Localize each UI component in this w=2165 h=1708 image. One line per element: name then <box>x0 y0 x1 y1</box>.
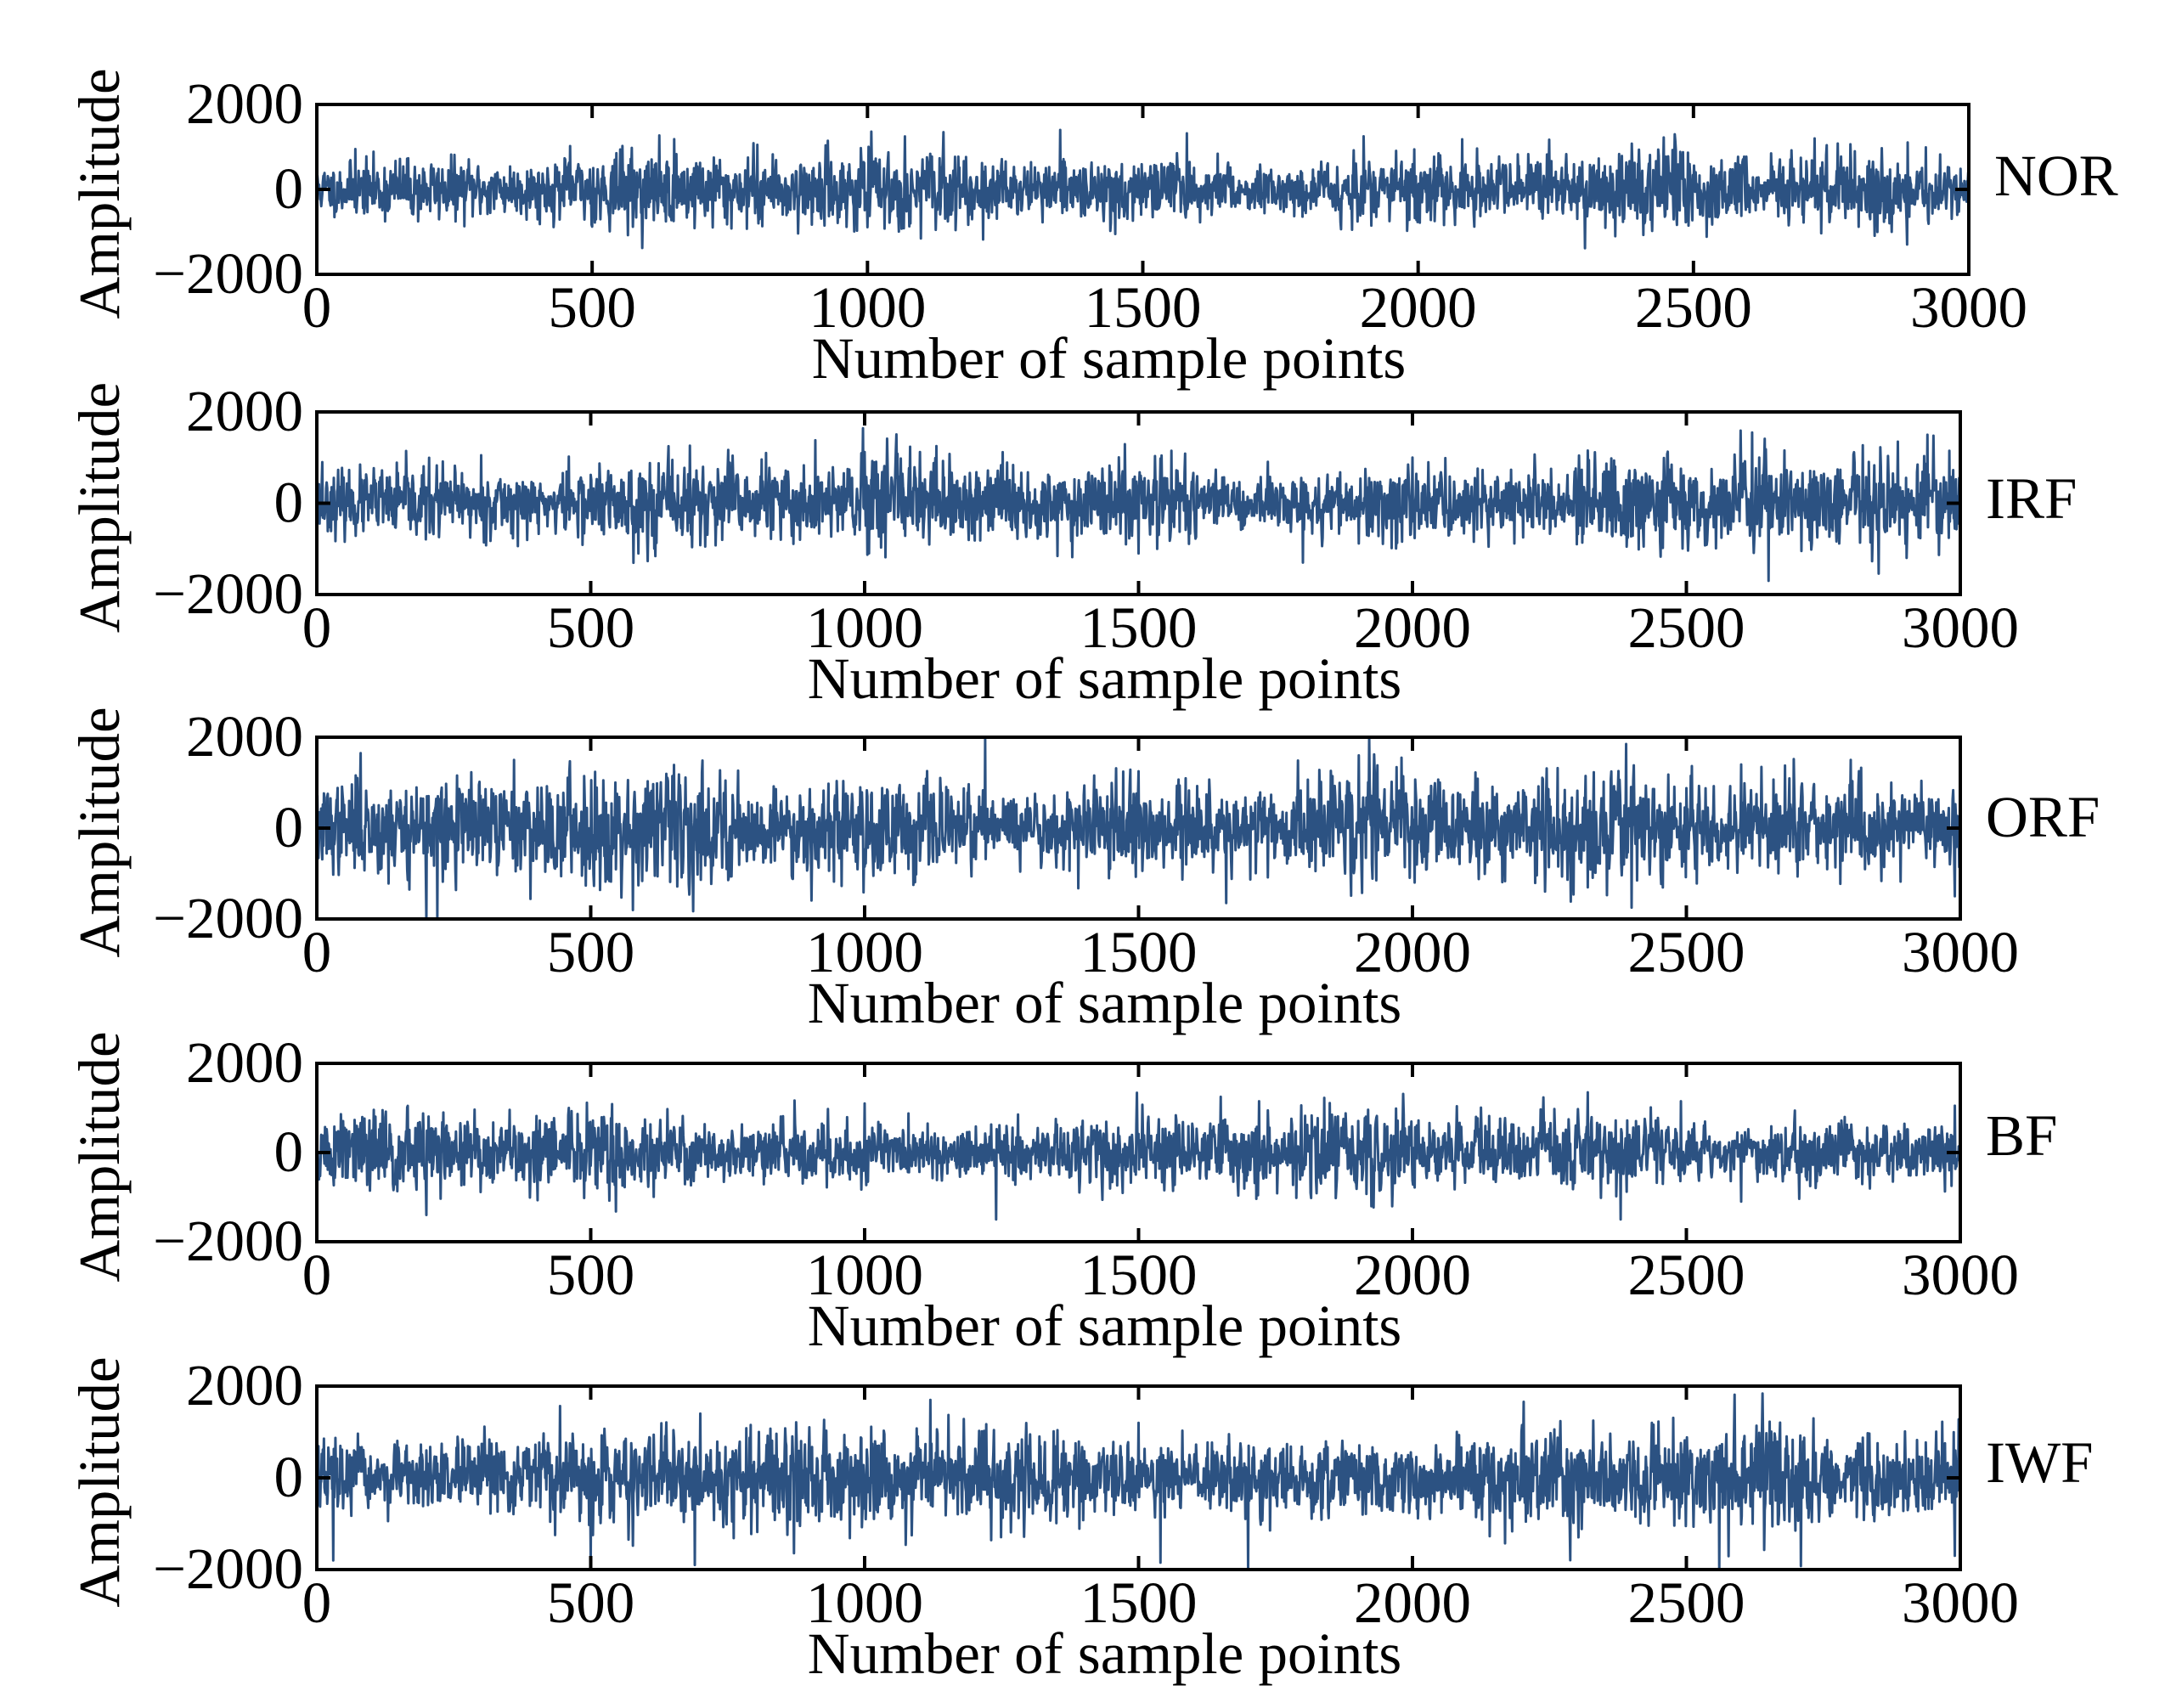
x-tick-label: 2500 <box>1628 1243 1745 1307</box>
y-tick-label: −2000 <box>153 241 303 306</box>
x-axis-label: Number of sample points <box>808 646 1401 711</box>
x-axis-label: Number of sample points <box>808 971 1401 1035</box>
x-tick-label: 500 <box>547 595 635 660</box>
y-tick-label: −2000 <box>153 1209 303 1273</box>
x-tick-label: 1500 <box>1080 1570 1198 1635</box>
y-tick-label: 0 <box>274 471 304 535</box>
series-line-nor <box>317 128 1969 250</box>
x-tick-label: 2500 <box>1628 920 1745 984</box>
x-tick-label: 2000 <box>1360 275 1477 340</box>
y-tick-label: 2000 <box>186 71 303 136</box>
x-tick-label: 2500 <box>1628 595 1745 660</box>
x-tick-label: 1000 <box>806 1570 923 1635</box>
y-tick-label: 0 <box>274 795 304 860</box>
y-tick-label: −2000 <box>153 1536 303 1601</box>
x-tick-label: 1500 <box>1080 1243 1198 1307</box>
x-tick-label: 1000 <box>806 1243 923 1307</box>
x-tick-label: 0 <box>302 595 332 660</box>
x-axis-label: Number of sample points <box>808 1621 1401 1686</box>
x-tick-label: 3000 <box>1910 275 2027 340</box>
series-line-bf <box>317 1091 1960 1221</box>
y-tick-label: 2000 <box>186 704 303 769</box>
y-tick-label: −2000 <box>153 886 303 950</box>
y-axis-label: Amplitude <box>67 1031 132 1282</box>
y-tick-label: 2000 <box>186 1353 303 1418</box>
y-axis-label: Amplitude <box>67 382 132 633</box>
x-tick-label: 1500 <box>1080 920 1198 984</box>
series-label-bf: BF <box>1986 1103 2057 1168</box>
y-tick-label: 2000 <box>186 1030 303 1095</box>
y-tick-label: 0 <box>274 1445 304 1509</box>
y-axis-label: Amplitude <box>67 1356 132 1607</box>
x-tick-label: 2000 <box>1354 1243 1471 1307</box>
series-label-orf: ORF <box>1986 785 2100 849</box>
x-tick-label: 500 <box>547 1570 635 1635</box>
x-tick-label: 0 <box>302 1570 332 1635</box>
x-tick-label: 2500 <box>1628 1570 1745 1635</box>
series-label-iwf: IWF <box>1986 1430 2093 1495</box>
series-label-irf: IRF <box>1986 466 2077 531</box>
x-tick-label: 500 <box>547 920 635 984</box>
x-tick-label: 0 <box>302 1243 332 1307</box>
x-tick-label: 1500 <box>1080 595 1198 660</box>
y-tick-label: 0 <box>274 156 304 221</box>
series-line-iwf <box>317 1392 1960 1570</box>
x-tick-label: 1000 <box>809 275 926 340</box>
x-tick-label: 500 <box>547 1243 635 1307</box>
y-tick-label: −2000 <box>153 561 303 626</box>
x-tick-label: 2000 <box>1354 920 1471 984</box>
x-tick-label: 1000 <box>806 920 923 984</box>
x-tick-label: 500 <box>548 275 636 340</box>
y-axis-label: Amplitude <box>67 68 132 318</box>
x-tick-label: 0 <box>302 275 332 340</box>
x-tick-label: 3000 <box>1902 1570 2019 1635</box>
series-line-orf <box>317 737 1960 919</box>
x-axis-label: Number of sample points <box>812 326 1406 391</box>
series-line-irf <box>317 426 1960 583</box>
x-tick-label: 1000 <box>806 595 923 660</box>
x-tick-label: 3000 <box>1902 1243 2019 1307</box>
x-tick-label: 3000 <box>1902 920 2019 984</box>
y-axis-label: Amplitude <box>67 707 132 957</box>
y-tick-label: 0 <box>274 1119 304 1184</box>
y-tick-label: 2000 <box>186 379 303 443</box>
x-tick-label: 2000 <box>1354 1570 1471 1635</box>
panel-bf: BF0 500 1000 1500 2000 2500 300020000−2000Numb… <box>67 1030 2057 1358</box>
x-tick-label: 2500 <box>1635 275 1752 340</box>
series-label-nor: NOR <box>1994 144 2118 208</box>
x-tick-label: 1500 <box>1085 275 1202 340</box>
x-tick-label: 2000 <box>1354 595 1471 660</box>
x-tick-label: 3000 <box>1902 595 2019 660</box>
x-axis-label: Number of sample points <box>808 1294 1401 1358</box>
x-tick-label: 0 <box>302 920 332 984</box>
